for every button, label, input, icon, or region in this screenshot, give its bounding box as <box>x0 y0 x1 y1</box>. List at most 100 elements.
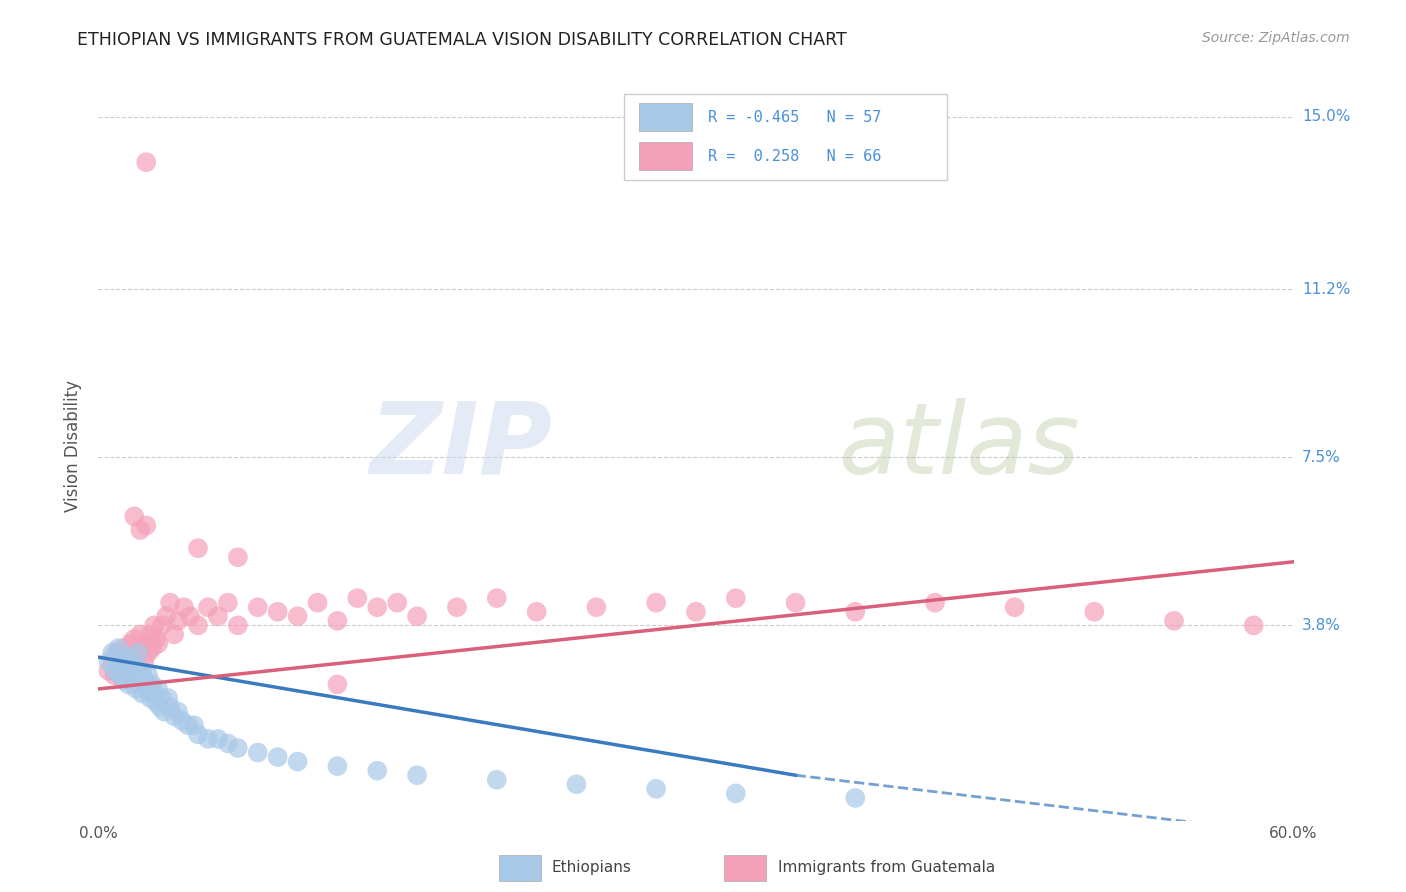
Point <box>226 550 249 565</box>
Point <box>103 664 125 678</box>
Text: ETHIOPIAN VS IMMIGRANTS FROM GUATEMALA VISION DISABILITY CORRELATION CHART: ETHIOPIAN VS IMMIGRANTS FROM GUATEMALA V… <box>77 31 846 49</box>
Point <box>163 709 186 723</box>
Point <box>326 677 349 691</box>
Point <box>226 741 249 756</box>
Point <box>112 641 135 656</box>
Point <box>143 686 166 700</box>
Point <box>157 691 180 706</box>
Point <box>167 614 190 628</box>
FancyBboxPatch shape <box>638 103 692 131</box>
Point <box>135 636 157 650</box>
Point <box>785 596 807 610</box>
Point <box>107 641 129 656</box>
Point <box>111 673 134 687</box>
Point <box>645 781 668 796</box>
Text: atlas: atlas <box>839 398 1081 494</box>
Point <box>131 664 153 678</box>
Text: 3.8%: 3.8% <box>1302 618 1341 632</box>
FancyBboxPatch shape <box>638 142 692 170</box>
Point <box>101 655 124 669</box>
Point <box>163 627 186 641</box>
Point <box>105 650 128 665</box>
Text: Ethiopians: Ethiopians <box>551 861 631 875</box>
Point <box>217 736 239 750</box>
Point <box>217 596 239 610</box>
Point <box>326 759 349 773</box>
Point <box>135 677 157 691</box>
Point <box>267 605 290 619</box>
Point <box>124 509 146 524</box>
Text: ZIP: ZIP <box>370 398 553 494</box>
Point <box>136 646 159 660</box>
Point <box>565 777 588 791</box>
Point <box>207 731 229 746</box>
Point <box>134 655 156 669</box>
Point <box>129 627 152 641</box>
Point <box>326 614 349 628</box>
Point <box>159 596 181 610</box>
Point <box>111 650 134 665</box>
Point <box>124 659 146 673</box>
Point <box>141 677 163 691</box>
Point <box>485 591 508 606</box>
Point <box>148 636 170 650</box>
Point <box>187 727 209 741</box>
Point <box>406 609 429 624</box>
Point <box>125 681 148 696</box>
Point <box>177 718 200 732</box>
Point <box>1243 618 1265 632</box>
Point <box>155 609 177 624</box>
Point <box>366 600 388 615</box>
Point <box>115 655 138 669</box>
Point <box>127 646 149 660</box>
Point <box>112 664 135 678</box>
Point <box>724 591 747 606</box>
Point <box>179 609 201 624</box>
Point <box>124 632 146 646</box>
Text: 7.5%: 7.5% <box>1302 450 1340 465</box>
Point <box>645 596 668 610</box>
Point <box>125 659 148 673</box>
Point <box>1083 605 1105 619</box>
Text: R = -0.465   N = 57: R = -0.465 N = 57 <box>709 110 882 125</box>
Point <box>148 681 170 696</box>
Point <box>129 523 152 537</box>
Point <box>724 786 747 800</box>
Point <box>685 605 707 619</box>
Point <box>385 596 409 610</box>
Point <box>526 605 548 619</box>
Point <box>97 655 120 669</box>
Point <box>110 650 132 665</box>
Point <box>150 618 173 632</box>
Point <box>844 605 866 619</box>
Point <box>117 664 139 678</box>
Point <box>103 668 125 682</box>
Point <box>226 618 249 632</box>
Point <box>131 641 153 656</box>
Point <box>446 600 468 615</box>
Point <box>346 591 368 606</box>
Point <box>485 772 508 787</box>
Point <box>120 636 142 650</box>
Point <box>173 600 195 615</box>
Text: Source: ZipAtlas.com: Source: ZipAtlas.com <box>1202 31 1350 45</box>
Point <box>172 714 194 728</box>
Text: 11.2%: 11.2% <box>1302 282 1350 297</box>
Point <box>136 681 159 696</box>
Point <box>924 596 946 610</box>
Point <box>145 632 167 646</box>
Point <box>101 646 124 660</box>
Point <box>112 673 135 687</box>
Point <box>141 641 163 656</box>
Point <box>167 705 190 719</box>
Point <box>115 655 138 669</box>
Text: Immigrants from Guatemala: Immigrants from Guatemala <box>778 861 995 875</box>
Point <box>110 668 132 682</box>
FancyBboxPatch shape <box>624 94 948 180</box>
Point <box>131 686 153 700</box>
Point <box>121 650 143 665</box>
Point <box>183 718 205 732</box>
Point <box>307 596 329 610</box>
Point <box>136 668 159 682</box>
Point <box>153 705 176 719</box>
